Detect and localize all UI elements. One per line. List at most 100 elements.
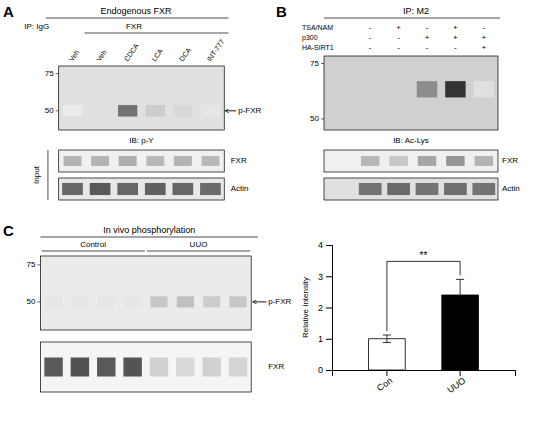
bar bbox=[369, 339, 406, 370]
tick-label: Con bbox=[375, 375, 394, 393]
band bbox=[229, 358, 247, 377]
mw-label: 50 bbox=[26, 297, 35, 306]
tick-label: 0 bbox=[318, 365, 323, 375]
tick: 4 bbox=[318, 240, 332, 250]
x-axis: Con UUO bbox=[333, 370, 516, 395]
tick-mark bbox=[326, 339, 332, 340]
input-bracket bbox=[47, 150, 48, 200]
condition-sign: - bbox=[369, 23, 372, 32]
error-bar bbox=[456, 279, 464, 310]
condition-label: HA-SIRT1 bbox=[302, 44, 334, 51]
band bbox=[359, 183, 382, 195]
band bbox=[45, 296, 62, 307]
condition-sign: + bbox=[481, 33, 486, 42]
band bbox=[90, 183, 111, 195]
mw-tick bbox=[56, 110, 59, 111]
tick: UUO bbox=[445, 370, 467, 395]
tick-label: 3 bbox=[318, 272, 323, 282]
arrow bbox=[253, 301, 267, 302]
title: IP: M2 bbox=[403, 6, 429, 16]
panel-label: B bbox=[276, 3, 287, 20]
mw-label: 75 bbox=[310, 59, 319, 68]
tick: Con bbox=[375, 370, 394, 393]
mw-label: 50 bbox=[310, 114, 319, 123]
condition-sign: + bbox=[453, 23, 458, 32]
tick-mark bbox=[460, 370, 461, 376]
blot-membrane bbox=[324, 178, 498, 200]
condition-sign: - bbox=[454, 43, 457, 52]
lane-label: Veh bbox=[95, 49, 108, 63]
panel-label: A bbox=[3, 3, 14, 20]
band bbox=[361, 156, 379, 166]
condition-sign: - bbox=[426, 43, 429, 52]
band bbox=[387, 183, 410, 195]
band bbox=[119, 156, 137, 166]
band bbox=[118, 105, 137, 117]
tick: 0 bbox=[318, 365, 332, 375]
mw-tick bbox=[321, 63, 324, 64]
band bbox=[44, 358, 62, 377]
bar-chart: 0 1 2 3 4 Con UUO Relative Intensity ** bbox=[301, 240, 516, 395]
band bbox=[63, 105, 82, 117]
lane-label: DCA bbox=[178, 46, 192, 62]
blot-membrane bbox=[324, 150, 498, 172]
condition-sign: + bbox=[453, 33, 458, 42]
mw-tick bbox=[37, 301, 40, 302]
band bbox=[145, 183, 166, 195]
input-label: Input bbox=[32, 165, 41, 184]
tick: 2 bbox=[318, 303, 332, 313]
blot-label: Actin bbox=[502, 184, 520, 193]
band bbox=[416, 183, 439, 195]
mw-label: 50 bbox=[45, 106, 54, 115]
band bbox=[200, 183, 221, 195]
mw-tick bbox=[37, 264, 40, 265]
band bbox=[446, 156, 464, 166]
underline bbox=[40, 237, 258, 238]
blot-label: FXR bbox=[502, 156, 518, 165]
title: Endogenous FXR bbox=[101, 6, 173, 16]
plot-area bbox=[369, 279, 479, 370]
condition-sign: - bbox=[397, 33, 400, 42]
band bbox=[203, 296, 220, 307]
significance-bracket bbox=[387, 261, 460, 331]
lane-label: LCA bbox=[150, 47, 164, 62]
band bbox=[124, 296, 141, 307]
blot-label: FXR bbox=[231, 156, 247, 165]
band bbox=[389, 156, 407, 166]
band bbox=[177, 296, 194, 307]
blot-membrane bbox=[324, 56, 498, 130]
panel-a: AEndogenous FXRIP: IgGFXRVehVehCDCALCADC… bbox=[3, 3, 262, 200]
band bbox=[444, 183, 467, 195]
arrow-label: p-FXR bbox=[238, 106, 261, 115]
tick-label: UUO bbox=[445, 375, 467, 395]
band bbox=[445, 81, 465, 97]
condition-sign: - bbox=[369, 43, 372, 52]
condition-sign: + bbox=[425, 33, 430, 42]
blot-membrane bbox=[40, 342, 251, 392]
band bbox=[90, 105, 109, 117]
panel-b: BIP: M2TSA/NAM-+-+-p300--+++HA-SIRT1----… bbox=[276, 3, 520, 200]
tick-label: 4 bbox=[318, 240, 323, 250]
band bbox=[202, 358, 220, 377]
band bbox=[117, 183, 138, 195]
blot-label: IB: Ac-Lys bbox=[393, 136, 429, 145]
tick: 1 bbox=[318, 334, 332, 344]
mw-label: 75 bbox=[26, 260, 35, 269]
significance-label: ** bbox=[420, 250, 428, 261]
title: In vivo phosphorylation bbox=[103, 225, 195, 235]
band bbox=[62, 183, 83, 195]
band bbox=[201, 156, 219, 166]
band bbox=[71, 296, 88, 307]
band bbox=[71, 358, 89, 377]
panel-c: CIn vivo phosphorylationControlUUO7550p-… bbox=[3, 222, 292, 392]
band bbox=[474, 81, 494, 97]
band bbox=[475, 156, 493, 166]
y-axis-title: Relative Intensity bbox=[301, 277, 310, 338]
band bbox=[201, 105, 220, 117]
tick: 3 bbox=[318, 272, 332, 282]
mw-tick bbox=[56, 73, 59, 74]
error-bar bbox=[383, 335, 391, 343]
condition-sign: - bbox=[369, 33, 372, 42]
group-underline bbox=[41, 251, 144, 252]
arrow bbox=[225, 110, 236, 111]
